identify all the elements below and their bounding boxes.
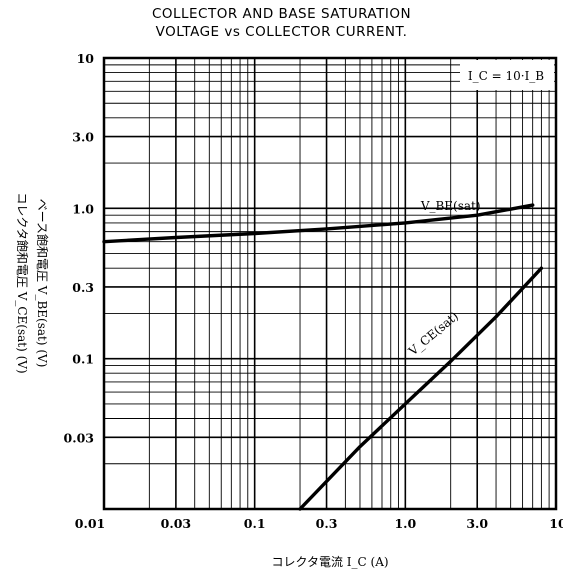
series-layer bbox=[102, 203, 544, 511]
y-axis-label: ベース飽和電圧 V_BE(sat) (V) bbox=[35, 199, 50, 368]
x-tick-label: 0.1 bbox=[244, 516, 266, 531]
series-label-vbe: V_BE(sat) bbox=[420, 199, 481, 213]
x-tick-label: 3.0 bbox=[466, 516, 488, 531]
x-tick-label: 1.0 bbox=[394, 516, 416, 531]
y-tick-label: 3.0 bbox=[72, 130, 94, 145]
series-label-vce: V_CE(sat) bbox=[405, 309, 461, 359]
chart-subtitle: VOLTAGE vs COLLECTOR CURRENT. bbox=[155, 24, 408, 40]
y-axis-label: コレクタ飽和電圧 V_CE(sat) (V) bbox=[15, 192, 30, 373]
y-tick-label: 0.1 bbox=[72, 352, 94, 367]
grid-major bbox=[103, 58, 556, 510]
x-axis-label: コレクタ電流 I_C (A) bbox=[271, 555, 388, 569]
grid-minor bbox=[104, 58, 556, 509]
y-tick-label: 1.0 bbox=[72, 201, 94, 216]
x-tick-label: 10 bbox=[549, 516, 563, 531]
y-tick-label: 10 bbox=[77, 51, 95, 66]
y-tick-label: 0.03 bbox=[64, 430, 94, 445]
tick-labels: 0.01 0.03 0.1 0.3 1.0 3.0 10 0.03 0.1 0.3 1.0 3.0 10 bbox=[64, 51, 563, 531]
annotation-box bbox=[460, 60, 554, 90]
series-line-vce-sat bbox=[298, 266, 544, 511]
series-line-vbe-sat bbox=[102, 203, 535, 244]
x-tick-label: 0.03 bbox=[161, 516, 191, 531]
chart-title: COLLECTOR AND BASE SATURATION bbox=[151, 6, 412, 22]
y-tick-label: 0.3 bbox=[72, 280, 94, 295]
x-tick-label: 0.3 bbox=[316, 516, 338, 531]
x-tick-label: 0.01 bbox=[75, 516, 105, 531]
plot-frame bbox=[102, 56, 558, 511]
annotation-condition: I_C = 10·I_B bbox=[468, 69, 544, 83]
